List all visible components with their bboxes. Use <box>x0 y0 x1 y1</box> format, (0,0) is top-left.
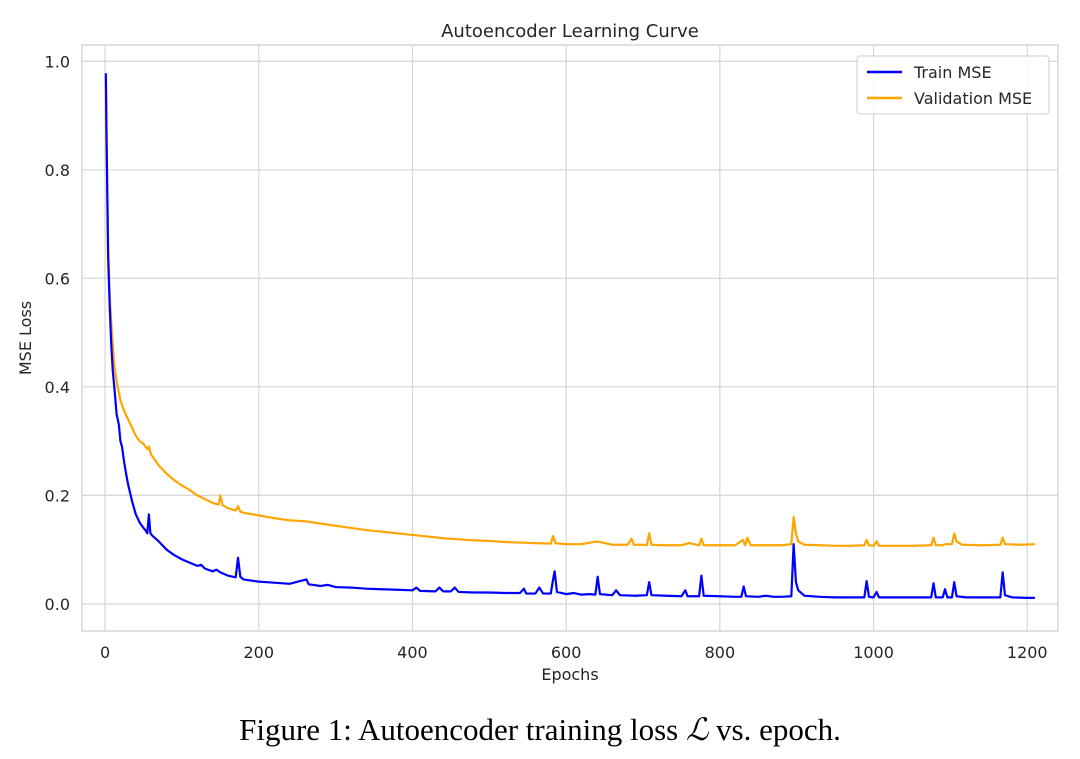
learning-curve-chart: 0 200 400 600 800 1000 12000.00.20.40.60.81.0 … <box>16 21 1059 684</box>
y-tick-label: 1.0 <box>45 52 70 71</box>
legend-label-validation: Validation MSE <box>914 89 1032 108</box>
validation-mse-line <box>104 74 1035 547</box>
x-tick-label: 200 <box>243 643 274 662</box>
caption-loss-symbol: ℒ <box>685 712 709 748</box>
y-tick-label: 0.4 <box>45 378 70 397</box>
x-axis-label: Epochs <box>541 665 598 684</box>
x-tick-label: 1200 <box>1007 643 1048 662</box>
tick-labels: 0 200 400 600 800 1000 1200 0.0 0.2 0.4 0.6 0.8 1.0 <box>45 52 1048 662</box>
legend-box <box>856 55 1050 115</box>
x-tick-label: 400 <box>397 643 428 662</box>
train-mse-line <box>104 73 1035 599</box>
y-tick-label: 0.0 <box>45 595 70 614</box>
y-tick-label: 0.8 <box>45 161 70 180</box>
y-axis-label: MSE Loss <box>16 301 35 375</box>
x-tick-label: 800 <box>705 643 736 662</box>
x-tick-label: 0 <box>100 643 110 662</box>
grid <box>82 45 1058 631</box>
legend: Train MSE Validation MSE <box>856 55 1050 115</box>
plot-area <box>81 44 1059 632</box>
caption-suffix: vs. epoch. <box>708 712 841 747</box>
y-tick-label: 0.2 <box>45 486 70 505</box>
y-tick-label: 0.6 <box>45 269 70 288</box>
legend-label-train: Train MSE <box>913 63 992 82</box>
caption-prefix: Figure 1: Autoencoder training loss <box>239 712 686 747</box>
chart-title: Autoencoder Learning Curve <box>441 21 699 42</box>
x-tick-label: 1000 <box>853 643 894 662</box>
x-tick-label: 600 <box>551 643 582 662</box>
figure-caption: Figure 1: Autoencoder training loss ℒ vs… <box>0 712 1080 748</box>
series-lines <box>104 73 1035 599</box>
